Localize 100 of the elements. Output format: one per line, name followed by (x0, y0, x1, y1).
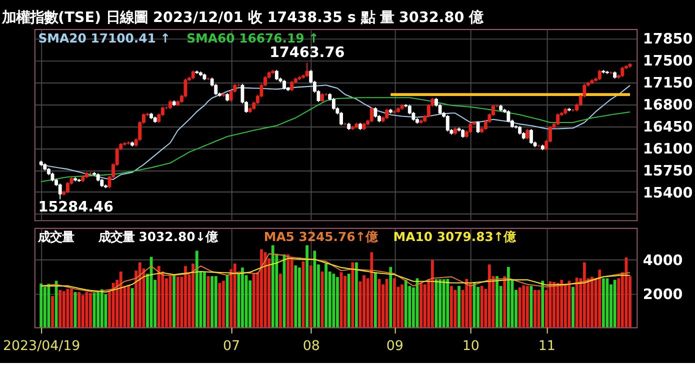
y-tick-label: 16450 (642, 119, 693, 136)
bar (290, 257, 294, 328)
candlestick (66, 182, 70, 194)
bar (503, 276, 506, 328)
bar (58, 290, 62, 328)
bar (157, 266, 160, 328)
bar (572, 286, 574, 328)
x-tick-label: 2023/04/19 (3, 338, 80, 354)
candlestick (468, 122, 472, 134)
candlestick (476, 120, 480, 134)
line-series (40, 84, 631, 180)
y-axis-title: 成交量 (37, 229, 74, 244)
x-tick-label: 08 (302, 338, 320, 354)
text: SMA20 17100.41 ↑ (38, 30, 171, 46)
candlestick (340, 111, 343, 126)
candlestick (274, 69, 278, 81)
x-tick-label: 07 (223, 338, 240, 354)
bar (313, 250, 316, 328)
text: MA10 3079.83↑億 (393, 229, 517, 244)
x-tick-label: 11 (538, 338, 556, 354)
bar (458, 286, 460, 328)
bar (534, 290, 536, 328)
candlestick (598, 69, 602, 81)
bar (370, 252, 374, 328)
candlestick (446, 114, 450, 132)
bar (506, 266, 510, 328)
bar (332, 274, 336, 328)
bar (294, 265, 298, 328)
bar (176, 276, 180, 328)
bar (210, 276, 214, 328)
bar (233, 264, 236, 328)
bar (78, 292, 81, 328)
bar (590, 276, 594, 328)
bar (389, 266, 392, 328)
bar (203, 272, 206, 328)
bar (564, 284, 567, 328)
bar (556, 282, 560, 328)
bar (336, 277, 339, 328)
y-tick-label: 15750 (642, 163, 693, 180)
bar (192, 264, 195, 328)
bar (526, 286, 529, 328)
bar (552, 282, 556, 328)
text: SMA60 16676.19 ↑ (186, 30, 319, 46)
bar (286, 254, 290, 328)
bar (40, 283, 43, 328)
bar (184, 266, 187, 328)
bar (172, 275, 176, 328)
bar (351, 262, 354, 328)
bar (374, 272, 377, 328)
candlestick (385, 108, 389, 120)
bar (100, 289, 104, 328)
bar (62, 291, 66, 328)
bar (468, 282, 472, 328)
candlestick (290, 80, 294, 92)
bar (420, 282, 422, 328)
bar (70, 289, 73, 328)
bar (431, 260, 434, 328)
bar (393, 278, 396, 328)
bar (488, 264, 491, 328)
y-tick-label: 2000 (642, 286, 683, 303)
bar (480, 286, 484, 328)
bar (496, 276, 498, 328)
bar (400, 284, 404, 328)
bar (355, 262, 358, 328)
y-tick-label: 17150 (642, 76, 693, 92)
y-tick-label: 15400 (642, 185, 693, 202)
y-tick-label: 17850 (642, 32, 693, 48)
bar (347, 274, 350, 328)
candlestick (529, 128, 533, 144)
bar (309, 265, 312, 328)
bar (96, 292, 100, 328)
bar (214, 276, 218, 328)
bar (541, 280, 544, 328)
bar (438, 279, 442, 328)
series-label: MA5 3245.76↑億 (264, 229, 379, 244)
bar (43, 286, 46, 328)
bar (522, 285, 526, 328)
bar (260, 249, 263, 328)
bar (537, 290, 540, 328)
bar (119, 272, 122, 328)
bar (598, 270, 602, 328)
candlestick (58, 183, 62, 200)
bar (222, 280, 225, 328)
line-series (40, 97, 631, 182)
candlestick (332, 97, 336, 110)
bar (465, 278, 468, 328)
bar (344, 276, 346, 328)
bar (306, 245, 308, 328)
bar (89, 292, 92, 328)
bar (241, 268, 244, 328)
y-tick-label: 17500 (642, 54, 693, 70)
annotation: 15284.46 (38, 200, 114, 216)
bar (560, 280, 564, 328)
bar (51, 296, 54, 328)
bar (450, 286, 453, 328)
y-tick-label: 16100 (642, 141, 693, 158)
bar (252, 274, 256, 328)
bar (582, 262, 586, 328)
bar (602, 278, 605, 328)
bar (446, 278, 450, 328)
